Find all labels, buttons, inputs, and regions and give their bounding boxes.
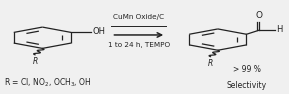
Text: OH: OH (92, 27, 105, 36)
Text: H: H (276, 25, 283, 34)
Text: O: O (255, 11, 262, 20)
Text: Selectivity: Selectivity (227, 81, 267, 90)
Text: 1 to 24 h, TEMPO: 1 to 24 h, TEMPO (108, 42, 170, 48)
Text: R: R (33, 57, 38, 66)
Text: > 99 %: > 99 % (233, 65, 261, 74)
Text: R = Cl, NO$_2$, OCH$_3$, OH: R = Cl, NO$_2$, OCH$_3$, OH (3, 76, 91, 89)
Text: CuMn Oxide/C: CuMn Oxide/C (113, 14, 164, 20)
Text: R: R (208, 59, 213, 68)
